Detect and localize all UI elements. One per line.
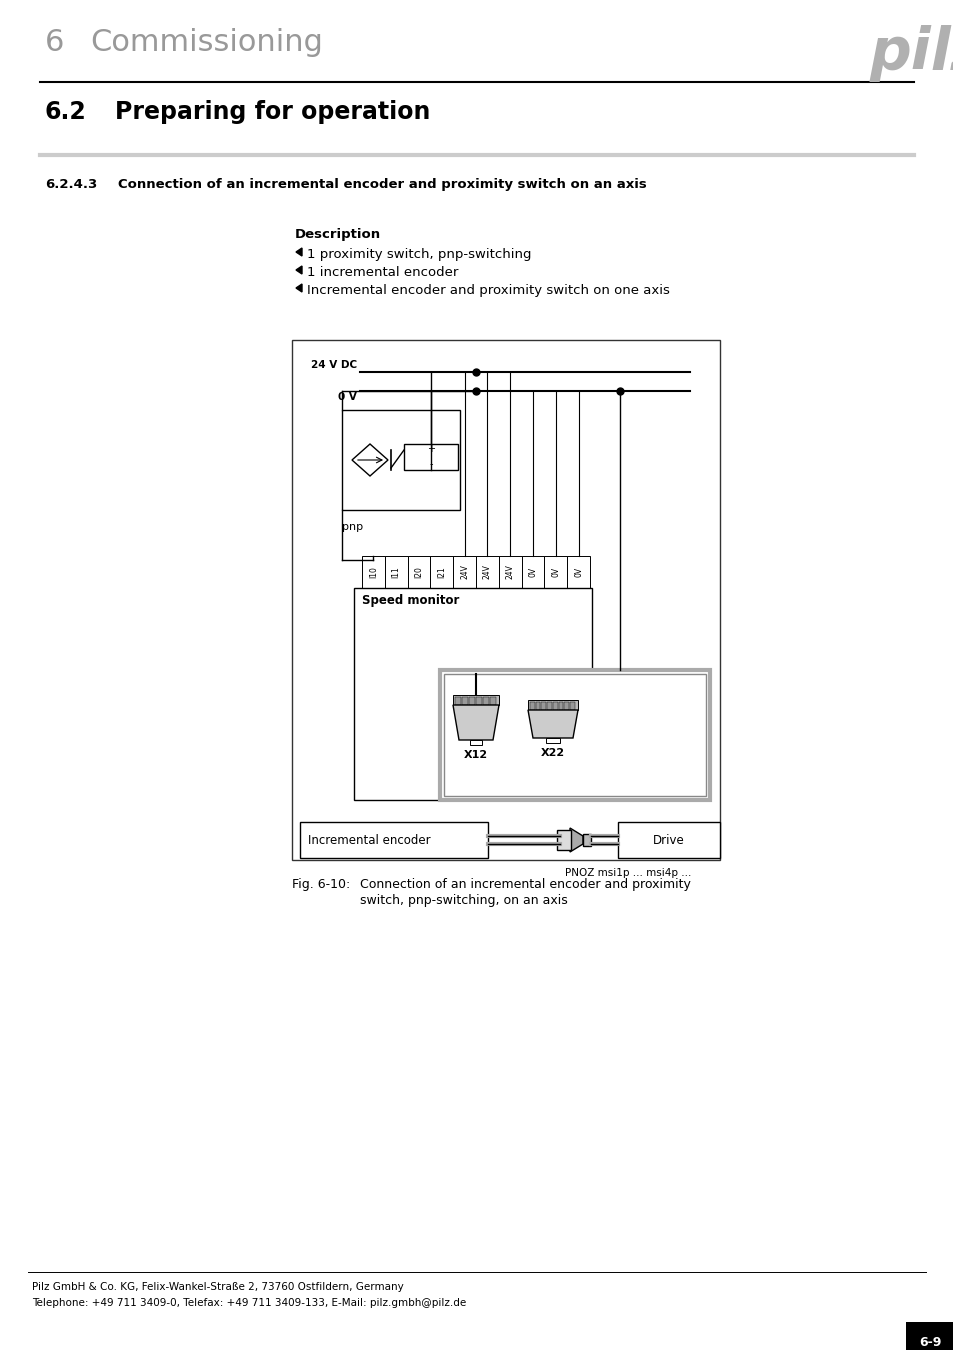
Bar (558, 702, 563, 710)
Bar (470, 740, 481, 745)
Polygon shape (295, 248, 302, 256)
Bar (430, 556, 453, 589)
Bar (557, 830, 571, 850)
Bar (521, 556, 544, 589)
Bar (530, 702, 535, 710)
Text: PNOZ msi1p ... msi4p ...: PNOZ msi1p ... msi4p ... (564, 868, 691, 878)
Text: Speed monitor: Speed monitor (361, 594, 459, 608)
Text: switch, pnp-switching, on an axis: switch, pnp-switching, on an axis (359, 894, 567, 907)
Polygon shape (527, 710, 578, 738)
Bar (553, 702, 558, 710)
Text: I20: I20 (414, 566, 423, 578)
Bar (407, 556, 430, 589)
Text: 6.2.4.3: 6.2.4.3 (45, 178, 97, 190)
Bar (453, 695, 498, 705)
Text: X22: X22 (540, 748, 564, 757)
Polygon shape (295, 266, 302, 274)
Text: Incremental encoder: Incremental encoder (308, 833, 430, 846)
Text: 0V: 0V (528, 567, 537, 576)
Text: Incremental encoder and proximity switch on one axis: Incremental encoder and proximity switch… (307, 284, 669, 297)
Bar (544, 556, 567, 589)
Bar (905, 1322, 953, 1350)
Bar (490, 697, 496, 705)
Bar (455, 697, 460, 705)
Bar (361, 556, 384, 589)
Bar (476, 697, 481, 705)
Text: 6.2: 6.2 (45, 100, 87, 124)
Text: Telephone: +49 711 3409-0, Telefax: +49 711 3409-133, E-Mail: pilz.gmbh@pilz.de: Telephone: +49 711 3409-0, Telefax: +49 … (32, 1297, 466, 1308)
Bar (570, 702, 575, 710)
Bar (498, 556, 521, 589)
Text: I11: I11 (392, 566, 400, 578)
Bar (476, 556, 498, 589)
Text: Drive: Drive (653, 833, 684, 846)
Bar (469, 697, 475, 705)
Text: 6: 6 (45, 28, 64, 57)
Bar (564, 702, 569, 710)
Text: +: + (427, 444, 435, 454)
Bar (443, 674, 705, 796)
Bar (547, 702, 552, 710)
Text: 1 incremental encoder: 1 incremental encoder (307, 266, 457, 279)
Text: pnp: pnp (341, 522, 363, 532)
Bar (541, 702, 546, 710)
Text: Connection of an incremental encoder and proximity switch on an axis: Connection of an incremental encoder and… (118, 178, 646, 190)
Bar (403, 444, 457, 470)
Text: Commissioning: Commissioning (90, 28, 322, 57)
Text: 0 V: 0 V (337, 392, 356, 402)
Text: 24V: 24V (505, 564, 515, 579)
Polygon shape (453, 705, 498, 740)
Bar (439, 670, 709, 801)
Bar (354, 589, 592, 801)
Bar (341, 410, 459, 510)
Bar (582, 834, 590, 846)
Bar (527, 701, 578, 710)
Text: 24 V DC: 24 V DC (311, 360, 356, 370)
Bar (453, 556, 476, 589)
Text: Description: Description (294, 228, 381, 242)
Text: Pilz GmbH & Co. KG, Felix-Wankel-Straße 2, 73760 Ostfildern, Germany: Pilz GmbH & Co. KG, Felix-Wankel-Straße … (32, 1282, 403, 1292)
Text: 0V: 0V (551, 567, 559, 576)
Text: I21: I21 (436, 566, 446, 578)
Text: I10: I10 (369, 566, 377, 578)
Bar (618, 822, 720, 859)
Text: X12: X12 (463, 751, 488, 760)
Bar (545, 738, 559, 742)
Bar (292, 340, 720, 860)
Text: 24V: 24V (459, 564, 469, 579)
Bar (384, 556, 407, 589)
Text: 1 proximity switch, pnp-switching: 1 proximity switch, pnp-switching (307, 248, 531, 261)
Text: -: - (429, 459, 433, 468)
Text: Preparing for operation: Preparing for operation (115, 100, 430, 124)
Polygon shape (352, 444, 388, 477)
Text: Fig. 6-10:: Fig. 6-10: (292, 878, 350, 891)
Text: 24V: 24V (482, 564, 492, 579)
Bar (567, 556, 589, 589)
Text: 0V: 0V (574, 567, 582, 576)
Bar (299, 822, 488, 859)
Bar (482, 697, 489, 705)
Text: pilz: pilz (869, 26, 953, 82)
Bar (536, 702, 540, 710)
Polygon shape (569, 828, 582, 852)
Polygon shape (295, 284, 302, 292)
Text: Connection of an incremental encoder and proximity: Connection of an incremental encoder and… (359, 878, 690, 891)
Text: 6-9: 6-9 (918, 1336, 941, 1349)
Bar (461, 697, 468, 705)
